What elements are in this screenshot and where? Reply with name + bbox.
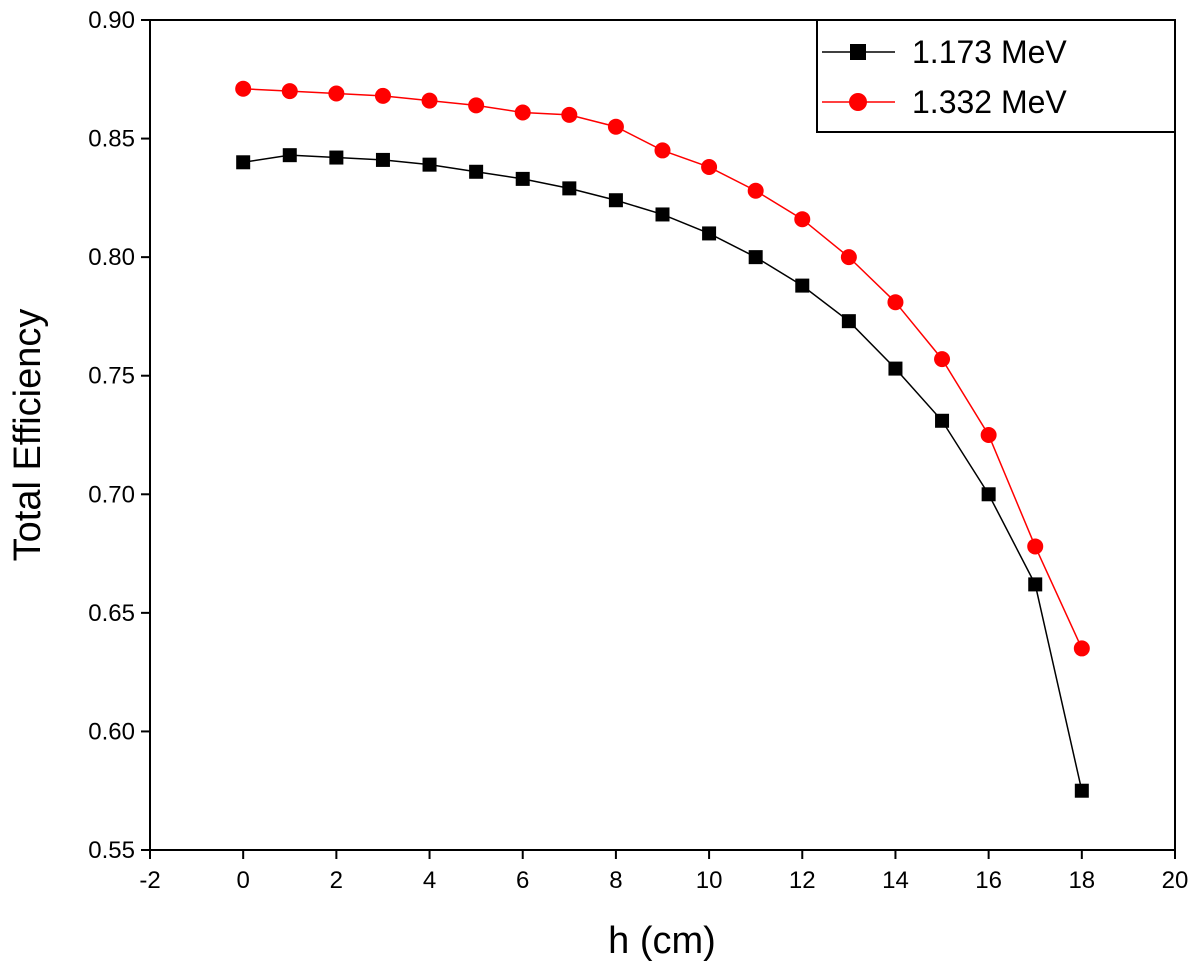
data-point — [841, 314, 856, 329]
x-axis: -2 0 2 4 6 8 10 12 14 16 18 20 — [139, 850, 1188, 894]
y-axis: 0.55 0.60 0.65 0.70 0.75 0.80 0.85 0.90 — [88, 7, 150, 864]
data-point — [282, 148, 297, 163]
data-point — [281, 83, 298, 100]
series-layer — [235, 80, 1090, 798]
data-point — [888, 361, 903, 376]
data-point — [421, 92, 438, 109]
y-axis-title: Total Efficiency — [7, 309, 49, 562]
x-tick-label: 18 — [1068, 867, 1095, 894]
data-point — [328, 85, 345, 102]
data-point — [655, 207, 670, 222]
data-point — [469, 164, 484, 179]
data-point — [701, 159, 718, 176]
x-tick-label: 16 — [975, 867, 1002, 894]
data-point — [561, 106, 578, 123]
x-tick-label: 8 — [609, 867, 622, 894]
x-tick-label: 2 — [330, 867, 343, 894]
data-point — [934, 351, 951, 368]
x-tick-label: 10 — [696, 867, 723, 894]
y-tick-label: 0.85 — [88, 126, 135, 153]
legend-marker — [849, 93, 867, 111]
y-tick-label: 0.70 — [88, 481, 135, 508]
data-point — [794, 211, 811, 228]
data-point — [981, 487, 996, 502]
data-point — [514, 104, 531, 121]
series-1-173-mev — [236, 148, 1089, 798]
data-point — [235, 80, 252, 97]
data-point — [375, 152, 390, 167]
data-point — [654, 142, 671, 159]
x-tick-label: -2 — [139, 867, 160, 894]
legend-label: 1.332 MeV — [912, 84, 1067, 120]
series-line — [243, 154, 1083, 791]
legend-label: 1.173 MeV — [912, 34, 1067, 70]
y-tick-label: 0.60 — [88, 718, 135, 745]
legend-item: 1.173 MeV — [822, 34, 1067, 70]
data-point — [887, 294, 904, 311]
data-point — [748, 250, 763, 265]
x-tick-label: 14 — [882, 867, 909, 894]
legend-marker — [850, 44, 866, 60]
y-tick-label: 0.65 — [88, 600, 135, 627]
data-point — [515, 171, 530, 186]
x-tick-label: 4 — [423, 867, 436, 894]
data-point — [980, 427, 997, 443]
data-point — [374, 87, 391, 104]
data-point — [702, 226, 717, 241]
data-point — [422, 157, 437, 172]
x-axis-title: h (cm) — [608, 920, 716, 962]
series-1-332-mev — [235, 80, 1090, 657]
x-tick-label: 20 — [1162, 867, 1189, 894]
data-point — [935, 413, 950, 428]
data-point — [236, 155, 251, 170]
data-point — [795, 278, 810, 293]
plot-frame — [149, 19, 1176, 851]
data-point — [468, 97, 485, 114]
y-tick-label: 0.80 — [88, 244, 135, 271]
data-point — [1027, 538, 1044, 555]
x-tick-label: 0 — [237, 867, 250, 894]
data-point — [747, 182, 764, 199]
y-tick-label: 0.75 — [88, 363, 135, 390]
y-tick-label: 0.55 — [88, 837, 135, 864]
x-tick-label: 12 — [789, 867, 816, 894]
x-tick-label: 6 — [516, 867, 529, 894]
data-point — [329, 150, 344, 165]
data-point — [1074, 783, 1089, 798]
data-point — [607, 118, 624, 135]
series-line — [243, 88, 1083, 649]
data-point — [1073, 640, 1090, 657]
legend: 1.173 MeV 1.332 MeV — [816, 19, 1176, 133]
data-point — [562, 181, 577, 196]
y-tick-label: 0.90 — [88, 7, 135, 34]
legend-box — [816, 19, 1176, 133]
legend-item: 1.332 MeV — [822, 84, 1067, 120]
data-point — [1028, 577, 1043, 592]
data-point — [608, 193, 623, 208]
data-point — [840, 249, 857, 266]
